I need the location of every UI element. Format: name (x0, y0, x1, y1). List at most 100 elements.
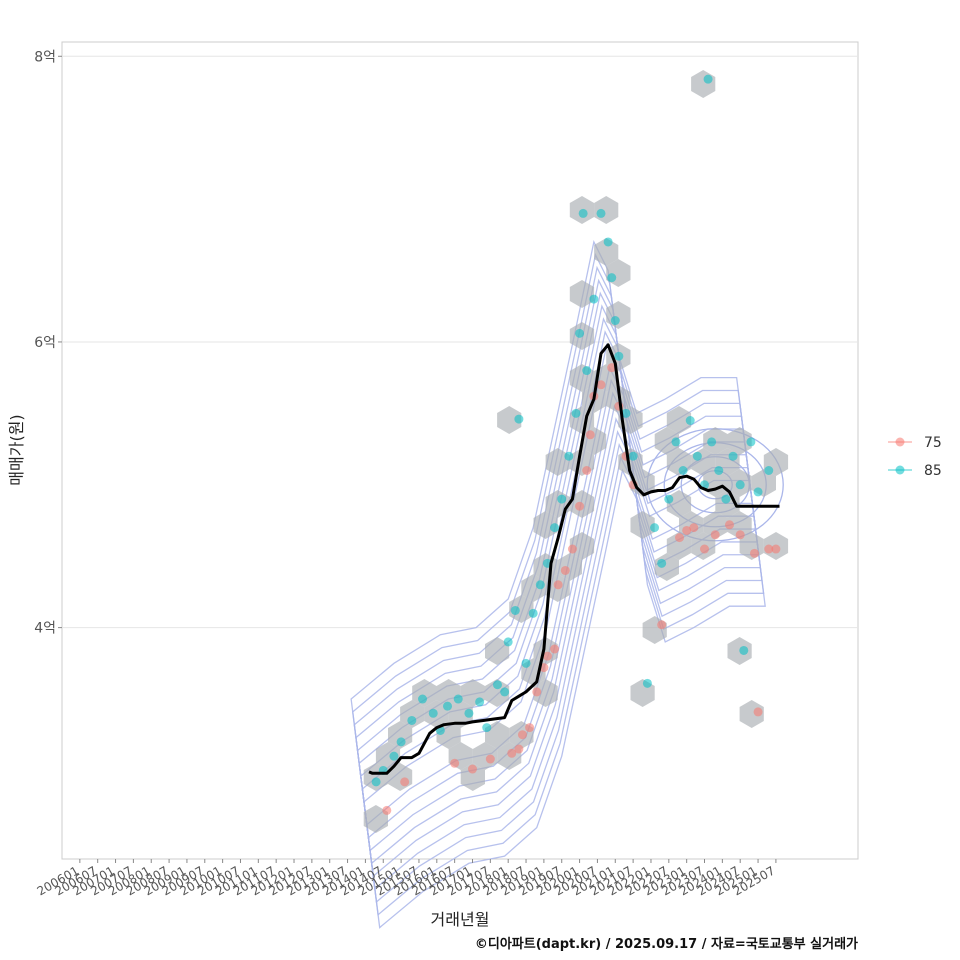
data-point-85 (528, 608, 538, 618)
data-point-75 (400, 777, 410, 787)
hex-bin (375, 742, 401, 770)
hex-bin (630, 469, 655, 497)
data-point-85 (657, 558, 667, 568)
hex-bin (666, 406, 692, 434)
hex-bin (727, 427, 752, 455)
data-point-85 (607, 273, 617, 283)
y-tick-label: 8억 (34, 49, 56, 65)
data-point-75 (517, 730, 527, 740)
data-point-85 (550, 523, 560, 533)
data-point-75 (771, 544, 781, 554)
hex-bin (497, 406, 522, 434)
data-point-85 (728, 451, 738, 461)
data-point-75 (514, 744, 524, 754)
data-point-85 (514, 414, 524, 424)
hex-bin (533, 511, 558, 539)
legend-key (895, 465, 905, 475)
legend-key (895, 437, 905, 447)
hex-bin (460, 763, 485, 791)
hex-bin (594, 238, 619, 266)
legend-label: 75 (924, 435, 942, 451)
data-point-85 (443, 701, 453, 711)
data-point-75 (753, 707, 763, 717)
data-point-75 (657, 620, 667, 630)
hex-bin (533, 679, 558, 707)
hex-bin (533, 637, 558, 665)
hex-bin (363, 805, 388, 833)
data-point-85 (628, 451, 638, 461)
y-tick-label: 4억 (34, 621, 56, 637)
hex-bin (666, 490, 692, 518)
hex-bin (654, 427, 679, 455)
hex-bin (727, 511, 752, 539)
data-point-75 (542, 651, 552, 661)
hex-bin (509, 595, 534, 623)
data-point-85 (575, 328, 585, 338)
data-point-85 (739, 645, 749, 655)
y-axis-title: 매매가(원) (7, 414, 26, 485)
data-point-75 (682, 525, 692, 535)
data-point-85 (707, 437, 717, 447)
trend-line (368, 343, 780, 775)
data-point-85 (650, 523, 660, 533)
hex-bin (739, 700, 764, 728)
data-point-75 (689, 523, 699, 533)
data-point-85 (396, 737, 406, 747)
y-tick-label: 6억 (34, 335, 56, 351)
data-point-75 (525, 723, 535, 733)
legend-label: 85 (924, 463, 942, 479)
data-point-75 (735, 530, 745, 540)
x-axis-title: 거래년월 (431, 910, 490, 929)
data-point-85 (482, 723, 492, 733)
data-point-75 (485, 754, 495, 764)
data-point-85 (389, 751, 399, 761)
data-point-75 (710, 530, 720, 540)
data-point-85 (475, 697, 485, 707)
trend-line-group (368, 343, 780, 775)
data-point-85 (535, 580, 545, 590)
hex-bin (388, 721, 413, 749)
x-axis: 2006012006072007012007072008012008072009… (35, 859, 777, 899)
data-point-85 (371, 777, 381, 787)
data-point-85 (464, 708, 474, 718)
data-point-85 (714, 465, 724, 475)
data-point-85 (703, 74, 713, 84)
data-point-75 (560, 565, 570, 575)
data-point-85 (503, 637, 513, 647)
data-point-85 (621, 408, 631, 418)
data-point-75 (567, 544, 577, 554)
data-point-85 (428, 708, 438, 718)
y-axis: 4억 6억 8억 (34, 49, 62, 637)
hex-bin (630, 511, 655, 539)
data-point-85 (582, 366, 592, 376)
data-point-75 (749, 548, 759, 558)
hex-bin (666, 532, 692, 560)
data-point-85 (610, 316, 620, 326)
data-point-75 (382, 805, 392, 815)
data-point-85 (589, 294, 599, 304)
hex-bin (485, 679, 510, 707)
data-point-85 (614, 351, 624, 361)
data-point-75 (575, 501, 585, 511)
data-point-85 (678, 465, 688, 475)
data-point-85 (685, 416, 695, 426)
data-point-85 (746, 437, 756, 447)
data-point-85 (692, 451, 702, 461)
density-contour (350, 240, 766, 929)
data-point-75 (550, 644, 560, 654)
data-point-85 (500, 687, 510, 697)
data-point-75 (532, 687, 542, 697)
data-point-85 (492, 680, 502, 690)
hex-bin (569, 532, 595, 560)
hex-bin (569, 280, 595, 308)
data-point-85 (521, 658, 531, 668)
hex-bin (485, 637, 510, 665)
data-point-75 (507, 748, 517, 758)
hex-bin (400, 700, 425, 728)
data-point-75 (607, 363, 617, 373)
data-point-75 (675, 533, 685, 543)
data-point-75 (582, 465, 592, 475)
data-point-85 (453, 694, 463, 704)
data-point-85 (578, 208, 588, 218)
